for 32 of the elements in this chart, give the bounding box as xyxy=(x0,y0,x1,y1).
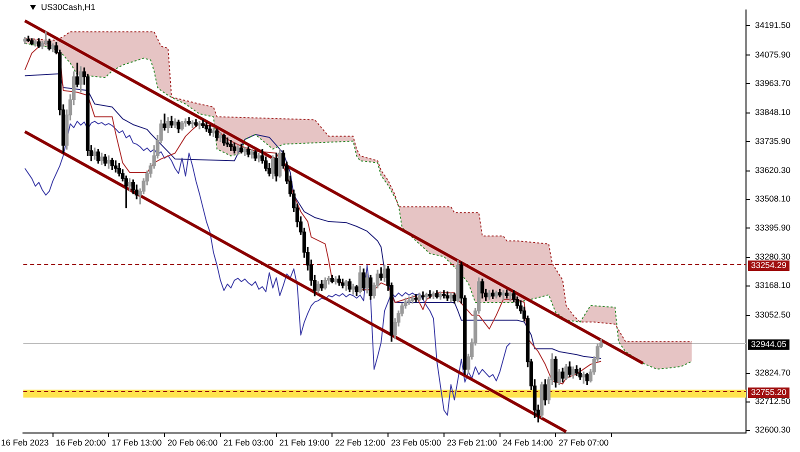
x-tick-label: 16 Feb 2023 xyxy=(1,437,50,448)
y-tick-label: 32824.70 xyxy=(755,368,791,378)
y-tick-label: 34191.50 xyxy=(755,20,791,30)
x-tick-label: 16 Feb 20:00 xyxy=(56,437,106,448)
y-tick-label: 33280.30 xyxy=(755,252,791,262)
y-tick-label: 33395.90 xyxy=(755,222,791,232)
y-tick-label: 33508.10 xyxy=(755,194,791,204)
candlestick xyxy=(442,290,446,298)
x-tick-label: 21 Feb 03:00 xyxy=(223,437,274,448)
ref-line-label: 32944.05 xyxy=(751,339,787,350)
x-tick-label: 20 Feb 06:00 xyxy=(167,437,218,448)
y-tick-label: 33735.90 xyxy=(755,136,791,146)
x-tick-label: 21 Feb 19:00 xyxy=(279,437,330,448)
y-tick-label: 34075.90 xyxy=(755,49,791,60)
ref-line-label: 33254.29 xyxy=(751,260,787,270)
y-tick-label: 33848.10 xyxy=(755,107,791,118)
y-tick-label: 33620.30 xyxy=(755,165,791,176)
x-tick-label: 27 Feb 07:00 xyxy=(558,437,609,448)
chart-title: US30Cash,H1 xyxy=(41,2,96,12)
candlestick xyxy=(190,120,194,128)
y-tick-label: 32600.30 xyxy=(755,424,791,435)
y-tick-label: 33168.10 xyxy=(755,280,791,290)
x-tick-label: 17 Feb 13:00 xyxy=(112,437,162,448)
x-tick-label: 23 Feb 05:00 xyxy=(390,437,442,448)
x-tick-label: 24 Feb 14:00 xyxy=(502,437,554,448)
y-tick-label: 33052.50 xyxy=(755,310,791,320)
x-tick-label: 22 Feb 12:00 xyxy=(335,437,386,448)
candlestick xyxy=(407,296,411,305)
y-tick-label: 33963.70 xyxy=(755,78,791,88)
ref-line-label: 32755.20 xyxy=(751,387,787,398)
x-tick-label: 23 Feb 21:00 xyxy=(446,437,498,448)
y-tick-label: 32712.50 xyxy=(755,396,791,406)
